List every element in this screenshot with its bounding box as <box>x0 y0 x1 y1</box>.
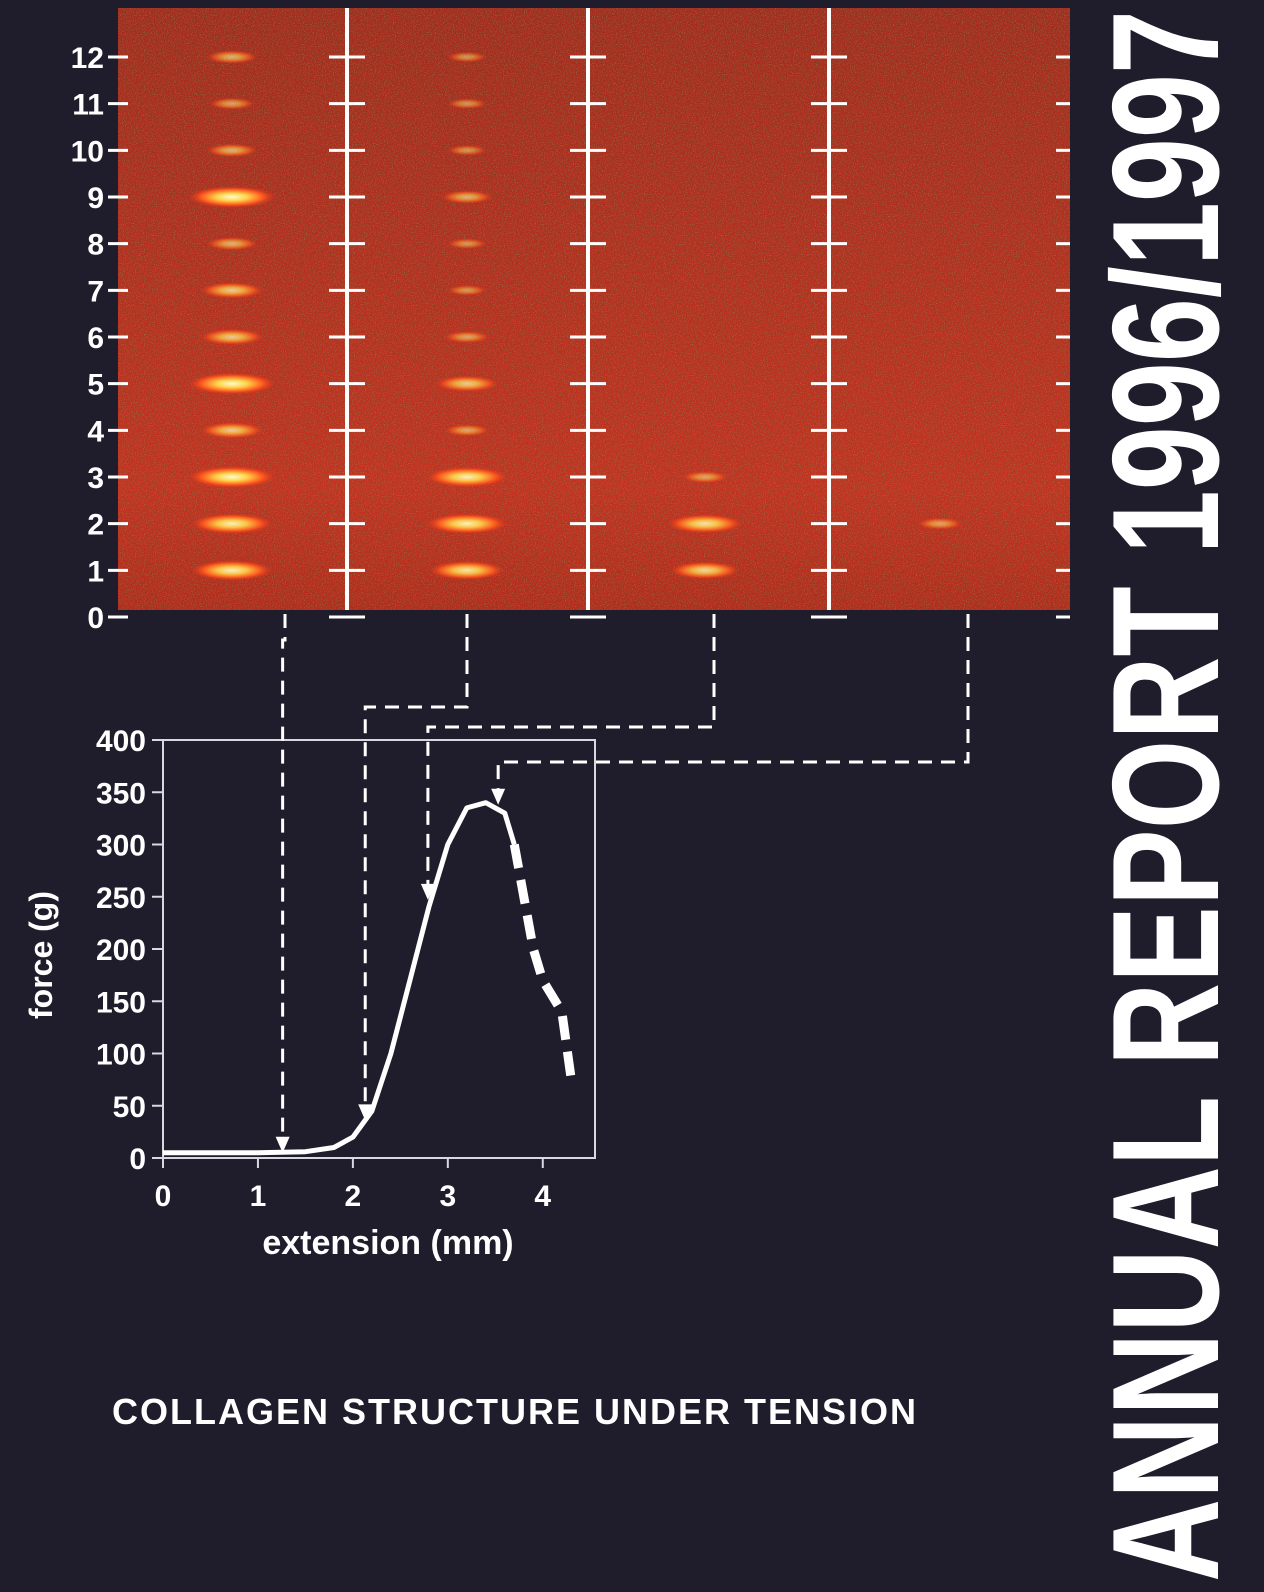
caption: COLLAGEN STRUCTURE UNDER TENSION <box>112 1391 918 1432</box>
marker-arrow <box>358 1104 373 1121</box>
x-tick-label: 0 <box>155 1180 172 1213</box>
reflection-spot <box>206 143 258 158</box>
reflection-spot <box>441 190 493 204</box>
y-tick-label: 9 <box>87 182 104 215</box>
y-tick-label: 5 <box>87 369 104 402</box>
report-title: ANNUAL REPORT 1996/1997 <box>1081 10 1251 1582</box>
reflection-spot <box>200 422 264 439</box>
reflection-spot <box>444 330 490 344</box>
reflection-spot <box>188 186 276 208</box>
reflection-spot <box>447 238 487 250</box>
marker-arrow <box>491 788 506 805</box>
reflection-spot <box>188 466 276 488</box>
y-tick-label: 3 <box>87 462 104 495</box>
connector <box>281 614 287 1141</box>
y-tick-label: 6 <box>87 322 104 355</box>
image-grain <box>118 8 1070 610</box>
y-tick-label: 250 <box>96 882 146 915</box>
y-tick-label: 350 <box>96 777 146 810</box>
connector <box>426 614 716 888</box>
reflection-spot <box>200 282 264 299</box>
x-tick-label: 3 <box>439 1180 456 1213</box>
y-tick-label: 8 <box>87 229 104 262</box>
reflection-spot <box>200 328 264 346</box>
reflection-spot <box>447 284 487 296</box>
diffraction-image <box>118 8 1070 619</box>
reflection-spot <box>682 470 728 484</box>
reflection-spot <box>188 372 276 395</box>
force-curve <box>509 843 576 1081</box>
connector <box>363 614 469 1109</box>
reflection-spot <box>447 98 487 110</box>
y-tick-label: 7 <box>87 275 104 308</box>
reflection-spot <box>917 517 963 530</box>
reflection-spot <box>206 50 258 64</box>
y-tick-label: 50 <box>113 1091 146 1124</box>
y-tick-label: 4 <box>87 415 104 448</box>
x-tick-label: 1 <box>250 1180 267 1213</box>
reflection-spot <box>667 514 743 534</box>
y-tick-label: 2 <box>87 509 104 542</box>
reflection-spot <box>206 236 258 251</box>
y-tick-label: 0 <box>87 602 104 635</box>
y-tick-label: 300 <box>96 830 146 863</box>
reflection-spot <box>444 424 490 437</box>
y-tick-label: 200 <box>96 934 146 967</box>
marker-arrow <box>420 883 435 900</box>
x-axis-label: extension (mm) <box>262 1224 513 1262</box>
y-tick-label: 400 <box>96 725 146 758</box>
reflection-spot <box>447 144 487 156</box>
y-axis-label: force (g) <box>23 891 59 1019</box>
y-tick-label: 12 <box>71 42 104 75</box>
force-curve <box>163 800 517 1156</box>
reflection-spot <box>670 561 740 580</box>
x-tick-label: 4 <box>534 1180 551 1213</box>
y-tick-label: 100 <box>96 1039 146 1072</box>
reflection-spot <box>447 51 487 63</box>
y-tick-label: 11 <box>72 89 104 122</box>
y-tick-label: 150 <box>96 986 146 1019</box>
reflection-spot <box>209 97 255 110</box>
y-tick-label: 10 <box>71 135 104 168</box>
reflection-spot <box>191 560 273 581</box>
connector <box>496 614 970 793</box>
reflection-spot <box>426 513 508 534</box>
reflection-spot <box>191 513 273 534</box>
reflection-spot <box>426 466 508 488</box>
marker-arrow <box>275 1136 290 1153</box>
reflection-spot <box>429 560 505 580</box>
y-tick-label: 0 <box>129 1143 146 1176</box>
y-tick-label: 1 <box>87 555 104 588</box>
reflection-spot <box>435 375 499 392</box>
x-tick-label: 2 <box>345 1180 362 1213</box>
